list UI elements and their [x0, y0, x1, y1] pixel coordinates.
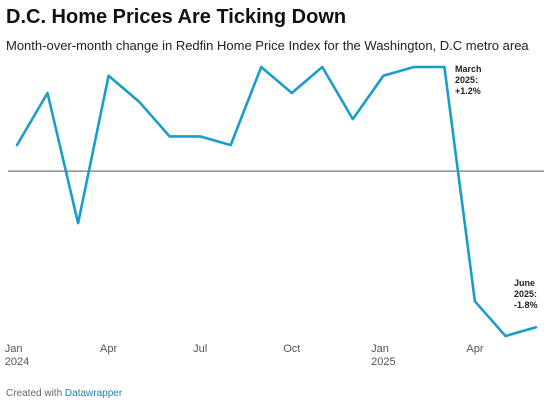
annotation: June 2025: -1.8%	[514, 278, 538, 310]
x-tick-label: Oct	[283, 343, 301, 355]
credit: Created with Datawrapper	[6, 388, 122, 399]
x-tick-label: Jul	[193, 343, 208, 355]
chart-subtitle: Month-over-month change in Redfin Home P…	[6, 38, 529, 53]
chart-title: D.C. Home Prices Are Ticking Down	[6, 6, 347, 28]
x-tick-label: Jan 2025	[371, 343, 396, 368]
series-line	[15, 65, 538, 338]
x-tick-label: Apr	[466, 343, 484, 355]
credit-text: Created with	[6, 388, 63, 399]
credit-link[interactable]: Datawrapper	[64, 388, 123, 399]
x-tick-label: Jan 2024	[4, 343, 30, 368]
annotation: March 2025: +1.2%	[455, 64, 482, 96]
x-tick-label: Apr	[100, 343, 118, 355]
